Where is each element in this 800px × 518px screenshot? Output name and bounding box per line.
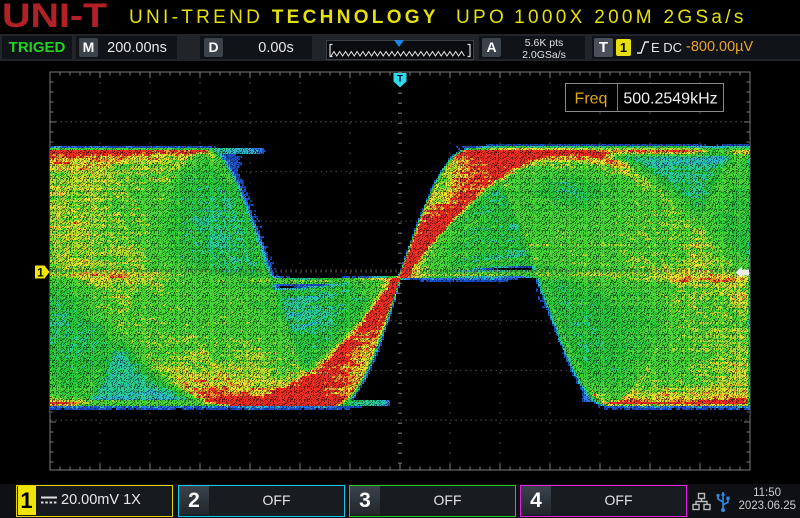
svg-text:500.2549kHz: 500.2549kHz bbox=[623, 91, 717, 108]
svg-text:1: 1 bbox=[37, 266, 44, 280]
svg-text:Freq: Freq bbox=[575, 91, 608, 108]
svg-text:T: T bbox=[397, 74, 403, 85]
